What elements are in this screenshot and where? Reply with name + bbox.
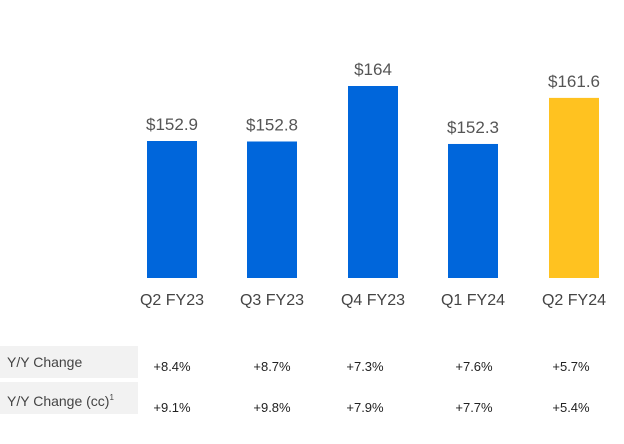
bar-value-label: $164 <box>354 60 392 79</box>
yoy-change-row-header: Y/Y Change <box>0 346 138 378</box>
yoy-change-cc-row-header: Y/Y Change (cc)1 <box>0 382 138 414</box>
bar <box>147 141 197 278</box>
bar <box>549 97 599 278</box>
yoy-change-cell: +5.7% <box>552 359 590 374</box>
bar <box>247 141 297 278</box>
category-label: Q3 FY23 <box>240 292 304 309</box>
bar <box>448 143 498 278</box>
yoy-change-cc-label: Y/Y Change (cc) <box>7 393 110 409</box>
category-label: Q2 FY24 <box>542 292 606 309</box>
yoy-change-cell: +8.4% <box>153 359 191 374</box>
yoy-change-cc-cell: +9.8% <box>253 400 291 415</box>
bar-value-label: $161.6 <box>548 72 600 91</box>
bar-value-label: $152.9 <box>146 115 198 134</box>
yoy-change-cell: +7.3% <box>346 359 384 374</box>
yoy-change-cell: +8.7% <box>253 359 291 374</box>
yoy-change-cc-cell: +7.9% <box>346 400 384 415</box>
bar <box>348 86 398 278</box>
bar-value-label: $152.8 <box>246 115 298 134</box>
category-label: Q1 FY24 <box>441 292 505 309</box>
yoy-change-cc-cell: +9.1% <box>153 400 191 415</box>
bar-chart: $152.9 Q2 FY23 $152.8 Q3 FY23 $164 Q4 FY23 $15… <box>140 60 606 309</box>
yoy-change-label: Y/Y Change <box>7 354 83 370</box>
category-label: Q2 FY23 <box>140 292 204 309</box>
bar-value-label: $152.3 <box>447 118 499 137</box>
yoy-change-cc-cell: +5.4% <box>552 400 590 415</box>
category-label: Q4 FY23 <box>341 292 405 309</box>
footnote-marker: 1 <box>109 393 114 402</box>
yoy-change-cc-cell: +7.7% <box>455 400 493 415</box>
yoy-change-cell: +7.6% <box>455 359 493 374</box>
